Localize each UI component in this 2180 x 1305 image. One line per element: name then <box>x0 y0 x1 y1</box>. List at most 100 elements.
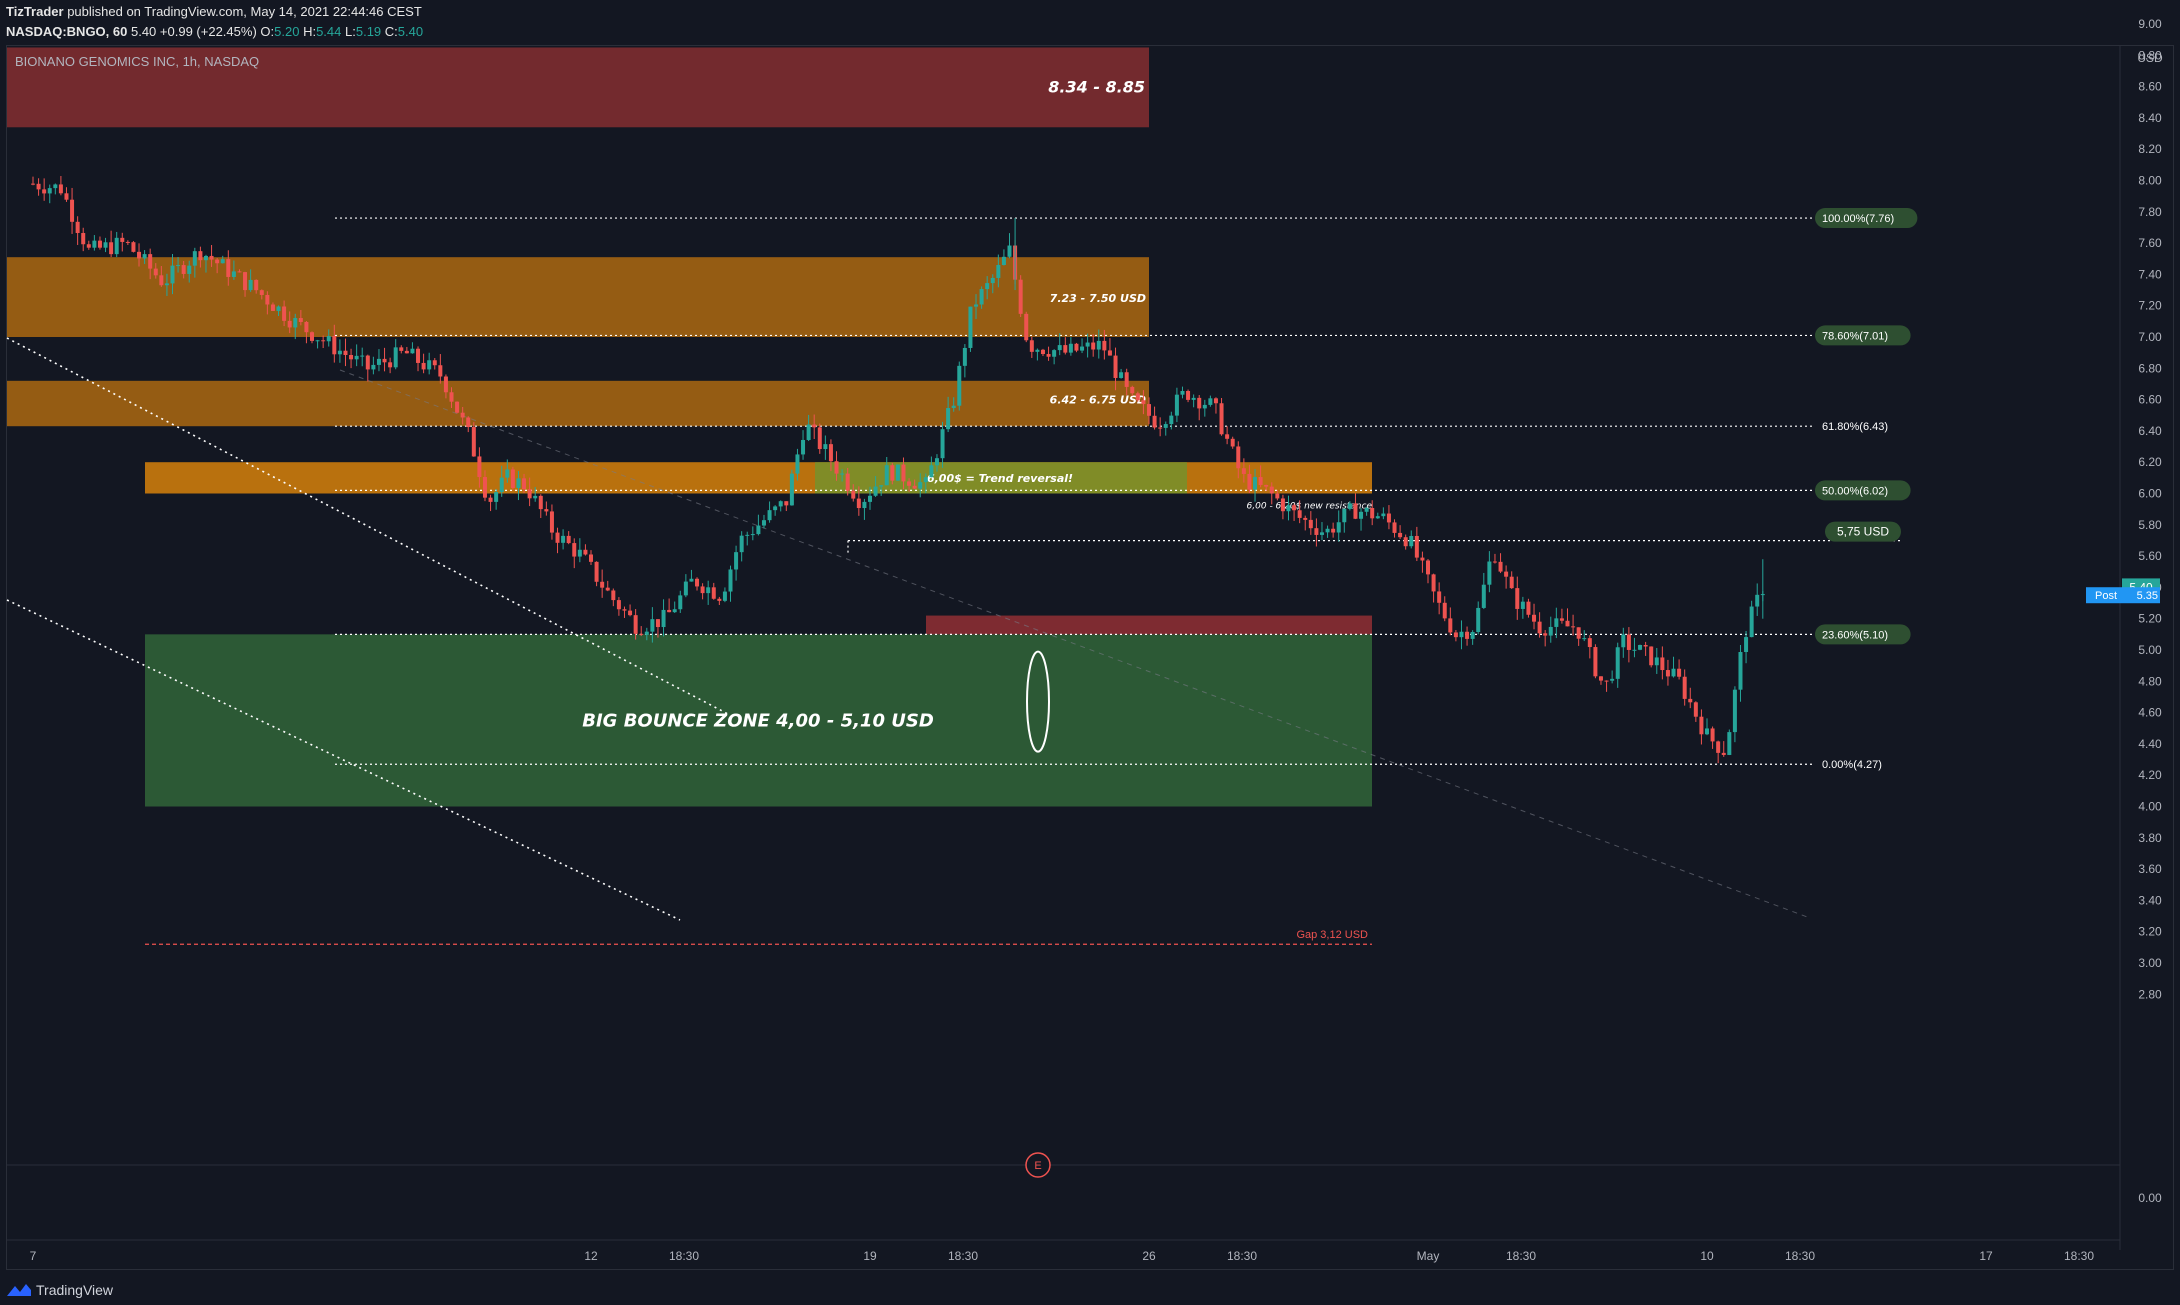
resistance-strip <box>926 615 1372 635</box>
y-tick-label: 7.80 <box>2138 205 2162 219</box>
tradingview-logo-icon[interactable] <box>6 1282 32 1298</box>
candle-body <box>1046 354 1051 357</box>
candle-body <box>817 427 822 450</box>
candle-body <box>856 498 861 509</box>
candle-body <box>605 587 610 591</box>
candle-body <box>1593 647 1598 677</box>
candle-body <box>934 458 939 466</box>
candle-body <box>259 290 264 295</box>
candle-body <box>957 365 962 406</box>
candle-body <box>298 318 303 322</box>
candle-body <box>505 469 510 478</box>
candle-body <box>1626 634 1631 650</box>
y-tick-label: 4.40 <box>2138 737 2162 751</box>
y-tick-label: 8.20 <box>2138 142 2162 156</box>
candle-body <box>1677 668 1682 677</box>
candle-body <box>1269 486 1274 494</box>
candle-body <box>778 501 783 507</box>
candle-body <box>644 631 649 635</box>
candle-body <box>1024 313 1029 341</box>
candle-body <box>432 360 437 366</box>
candle-body <box>1007 245 1012 257</box>
candle-body <box>31 183 35 185</box>
fib-label: 78.60%(7.01) <box>1822 330 1888 342</box>
y-tick-label: 5.60 <box>2138 549 2162 563</box>
candle-body <box>750 534 755 536</box>
zone-label-7-23: 7.23 - 7.50 USD <box>1050 292 1146 305</box>
candle-body <box>828 444 833 462</box>
candle-body <box>1682 676 1687 699</box>
candle-body <box>789 473 794 506</box>
candle-body <box>1202 404 1207 409</box>
candle-body <box>879 485 884 487</box>
candle-body <box>1074 343 1079 351</box>
candle-body <box>399 347 404 351</box>
chart-frame <box>6 45 2174 1270</box>
candle-body <box>711 587 716 599</box>
candle-body <box>477 456 482 478</box>
candle-body <box>460 412 465 418</box>
author-name[interactable]: TizTrader <box>6 4 64 19</box>
zone-label-bounce: BIG BOUNCE ZONE 4,00 - 5,10 USD <box>582 710 934 731</box>
candle-body <box>114 237 119 255</box>
candle-body <box>1537 621 1542 634</box>
candle-body <box>1392 522 1397 533</box>
candle-body <box>1755 594 1760 607</box>
x-tick-label: 12 <box>584 1249 598 1263</box>
candle-body <box>1398 532 1403 538</box>
candle-body <box>851 490 856 499</box>
last-price: 5.40 <box>130 24 157 39</box>
currency-label: USD <box>2137 51 2163 65</box>
footer-brand[interactable]: TradingView <box>36 1282 114 1298</box>
candle-body <box>951 405 956 409</box>
y-tick-label: 5.20 <box>2138 612 2162 626</box>
zone-rect <box>7 380 1149 427</box>
candle-body <box>231 271 236 277</box>
y-tick-label: 8.00 <box>2138 174 2162 188</box>
candle-body <box>873 486 878 496</box>
candle-body <box>628 610 633 616</box>
candle-body <box>1080 346 1085 351</box>
close-label: C: <box>384 24 398 39</box>
candle-body <box>438 365 443 377</box>
candle-body <box>153 268 158 276</box>
y-tick-label: 4.00 <box>2138 800 2162 814</box>
fib-badge <box>1815 480 1911 501</box>
candle-body <box>683 581 688 596</box>
candle-body <box>577 549 582 557</box>
candle-body <box>1052 350 1057 357</box>
candle-body <box>1063 345 1068 353</box>
candle-body <box>304 321 309 333</box>
footer-bar: TradingView <box>0 1275 2180 1305</box>
candle-body <box>734 552 739 570</box>
candle-body <box>92 240 97 248</box>
zone-rect <box>7 47 1149 128</box>
candle-body <box>1130 386 1135 394</box>
resistance-badge <box>1825 521 1901 542</box>
candle-body <box>349 354 354 360</box>
candle-body <box>376 358 381 365</box>
y-tick-label: 7.00 <box>2138 330 2162 344</box>
candle-body <box>912 485 917 489</box>
candle-body <box>1236 446 1241 469</box>
fib-badge <box>1815 624 1911 645</box>
y-tick-label: 9.00 <box>2138 17 2162 31</box>
candle-body <box>985 283 990 290</box>
candle-body <box>1481 584 1486 608</box>
candle-body <box>1688 698 1693 703</box>
candle-body <box>215 259 220 264</box>
candle-body <box>1638 644 1643 650</box>
candle-body <box>522 478 527 490</box>
candle-body <box>237 271 242 273</box>
candle-body <box>527 489 532 499</box>
candle-body <box>1169 415 1174 425</box>
candle-body <box>1180 390 1185 395</box>
candle-body <box>639 633 644 635</box>
y-tick-label: 6.40 <box>2138 424 2162 438</box>
candle-body <box>1571 626 1576 628</box>
candle-body <box>1091 342 1096 350</box>
y-tick-label: 0.00 <box>2138 1191 2162 1205</box>
candle-body <box>58 184 63 194</box>
candle-body <box>137 251 142 259</box>
